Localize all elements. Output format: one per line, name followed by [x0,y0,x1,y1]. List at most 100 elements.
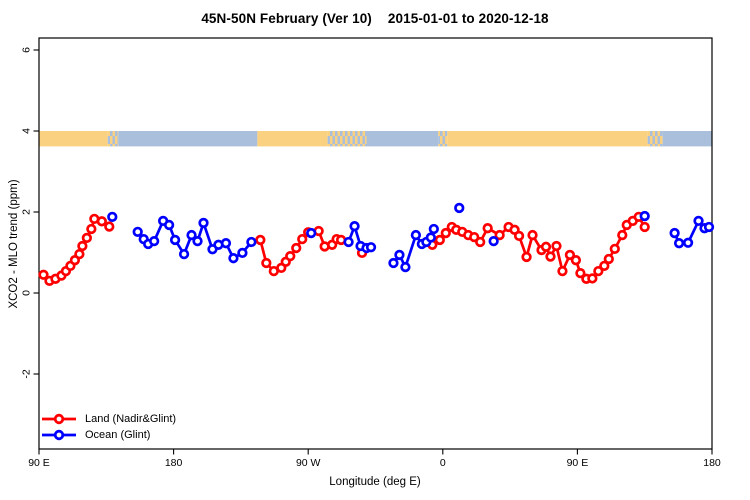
chart-title: 45N-50N February (Ver 10) 2015-01-01 to … [0,11,750,26]
data-point [255,234,266,246]
land-legend-symbol [42,413,76,424]
data-point [96,216,107,227]
data-point [394,249,405,261]
map-strip-segment-mixed [647,131,663,147]
x-tick-label: 180 [165,457,183,469]
map-strip-segment-land [39,131,108,147]
data-point [527,229,538,241]
map-strip-segment-ocean [662,131,712,147]
x-tick-label: 0 [440,457,446,469]
data-point [388,257,399,269]
map-strip-segment-land [257,131,328,147]
legend-item-ocean: Ocean (Glint) [41,427,176,442]
data-point [285,250,296,262]
data-point [603,253,614,265]
y-tick-label: 0 [21,290,33,296]
data-point [482,223,493,234]
data-point [186,229,197,241]
y-tick-label: 4 [21,128,33,134]
data-point [513,230,525,242]
x-tick-label: 90 E [567,457,589,469]
y-axis-label: XCO2 - MLO trend (ppm) [8,179,20,309]
data-point [169,234,181,246]
x-tick-label: 90 E [28,457,50,469]
data-point [434,234,445,246]
data-point [365,242,377,253]
data-point [74,248,85,260]
data-point [149,236,160,247]
data-point [454,202,465,214]
data-point [163,219,175,231]
data-point [609,243,620,255]
data-point [246,236,257,248]
series-line [42,217,111,283]
data-point [557,265,568,277]
legend-item-land: Land (Nadir&Glint) [41,411,176,426]
data-point [297,233,308,245]
x-axis-label: Longitude (deg E) [329,476,421,488]
data-point [237,247,248,259]
data-point [540,241,552,252]
y-tick-label: 2 [21,209,33,215]
map-strip-segment-mixed [107,131,119,147]
data-point [570,255,582,266]
data-point [599,260,610,272]
data-point [132,226,143,237]
data-point [198,217,209,229]
data-point [261,257,272,269]
y-tick-label: 6 [21,47,33,53]
data-point [475,236,486,248]
data-point [575,268,586,279]
data-point [192,236,203,247]
data-point [564,249,576,261]
data-point [587,273,598,284]
x-tick-label: 180 [703,457,721,469]
data-point [593,265,604,277]
legend-label-land: Land (Nadir&Glint) [85,412,177,425]
map-strip-segment-mixed [327,131,367,147]
data-point [306,227,317,239]
data-point [425,232,436,243]
x-tick-label: 90 W [296,457,321,469]
data-point [81,232,93,244]
y-tick-label: -2 [21,369,33,378]
ocean-legend-symbol [42,429,76,440]
data-point [410,229,422,241]
data-point [693,215,704,227]
data-point [488,236,499,247]
data-point [107,211,118,223]
data-point [639,210,650,222]
data-point [428,223,439,235]
data-point [494,229,505,241]
map-strip-segment-land [447,131,648,147]
data-point [77,240,88,252]
data-point [343,236,354,248]
data-point [291,242,302,254]
data-point [220,238,232,249]
data-point [38,269,49,280]
data-point [682,237,694,248]
map-strip-segment-mixed [438,131,448,147]
chart-title-daterange: 2015-01-01 to 2020-12-18 [387,11,549,26]
map-strip-segment-ocean [118,131,258,147]
data-point [545,251,556,262]
data-point [104,221,115,232]
legend-label-ocean: Ocean (Glint) [85,428,151,441]
data-point [86,223,97,235]
land-series [38,211,650,287]
data-point [349,221,360,232]
plot-border [38,37,713,450]
data-point [178,248,190,260]
data-point [400,261,411,273]
data-point [440,227,451,239]
data-point [703,221,715,233]
data-point [639,221,650,233]
legend: Land (Nadir&Glint) Ocean (Glint) [41,411,176,442]
data-point [673,238,685,249]
data-point [669,227,680,239]
data-point [521,251,532,263]
ocean-series [107,202,715,273]
chart-title-main: 45N-50N February (Ver 10) [201,11,372,26]
